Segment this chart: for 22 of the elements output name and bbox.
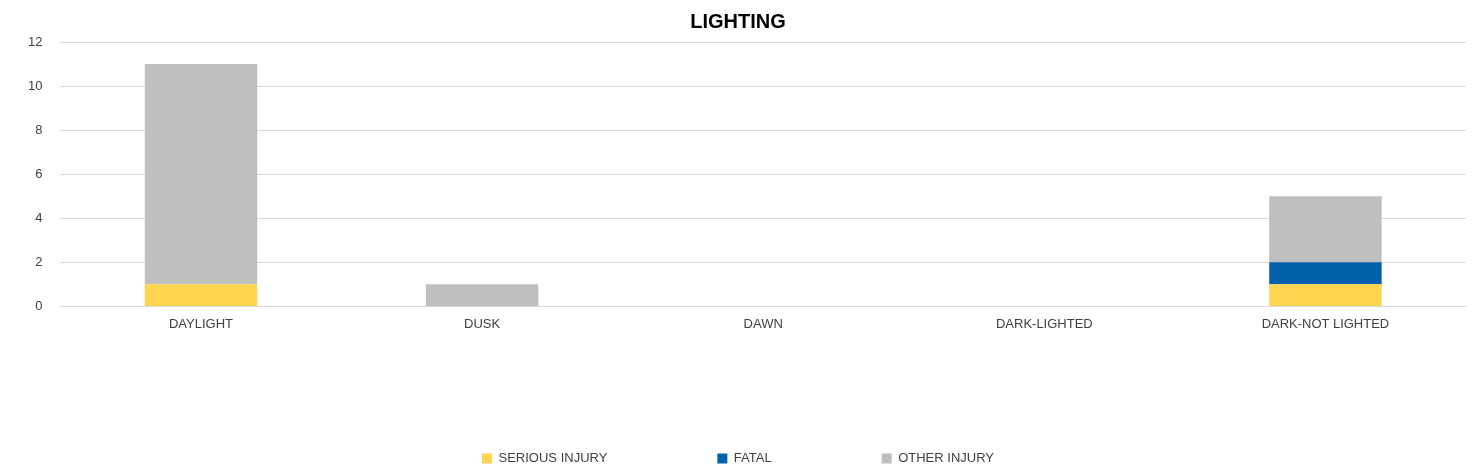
x-tick-label: DARK-NOT LIGHTED (1261, 315, 1390, 331)
x-tick-label: DUSK (464, 315, 501, 331)
y-tick-label: 10 (27, 77, 43, 93)
bar (144, 64, 258, 285)
chart-title: LIGHTING (690, 9, 786, 32)
y-tick-label: 2 (35, 253, 43, 269)
bar (1269, 196, 1382, 263)
legend-label: OTHER INJURY (898, 450, 995, 466)
bar (425, 284, 539, 306)
x-tick-label: DAWN (743, 315, 783, 331)
legend-label: SERIOUS INJURY (498, 450, 608, 466)
bar (1269, 284, 1382, 306)
y-tick-label: 6 (35, 165, 43, 181)
y-tick-label: 4 (35, 209, 43, 225)
y-tick-label: 0 (35, 297, 43, 313)
y-tick-label: 8 (35, 121, 43, 137)
bar (1269, 262, 1382, 285)
x-tick-label: DARK-LIGHTED (995, 315, 1093, 331)
bar (144, 284, 258, 306)
y-tick-label: 12 (27, 33, 43, 49)
x-tick-label: DAYLIGHT (168, 315, 234, 331)
legend-label: FATAL (733, 450, 772, 466)
